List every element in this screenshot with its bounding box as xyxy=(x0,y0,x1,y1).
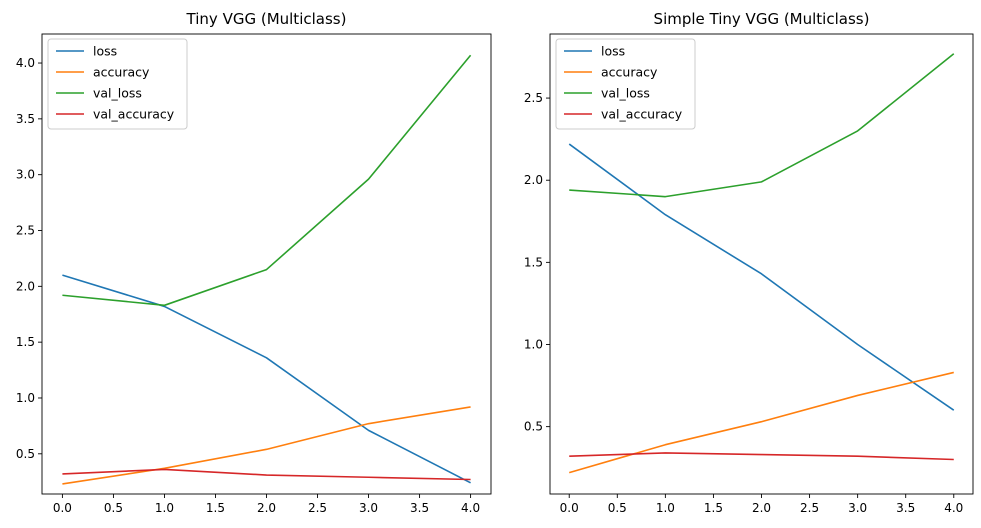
x-tick-label: 0.0 xyxy=(53,501,72,515)
y-tick-label: 2.5 xyxy=(524,91,543,105)
x-tick-label: 1.0 xyxy=(155,501,174,515)
x-tick-label: 2.5 xyxy=(308,501,327,515)
legend-label-val-loss: val_loss xyxy=(601,86,650,101)
x-tick-label: 2.5 xyxy=(800,501,819,515)
y-tick-label: 4.0 xyxy=(16,56,35,70)
y-tick-label: 1.5 xyxy=(524,255,543,269)
series-line-val-loss xyxy=(569,53,955,198)
y-tick-label: 1.5 xyxy=(16,335,35,349)
y-tick-label: 1.0 xyxy=(524,338,543,352)
series-line-accuracy xyxy=(62,406,471,485)
x-tick-label: 0.5 xyxy=(104,501,123,515)
x-tick-label: 0.5 xyxy=(608,501,627,515)
chart-panel-1: Tiny VGG (Multiclass) 0.0 0.5 1.0 1.5 2.0 2.5 3… xyxy=(16,10,492,515)
x-tick-label: 1.0 xyxy=(656,501,675,515)
y-tick-label: 3.5 xyxy=(16,112,35,126)
x-tick-label: 3.0 xyxy=(848,501,867,515)
legend-label-accuracy: accuracy xyxy=(601,65,658,80)
x-tick-label: 3.5 xyxy=(896,501,915,515)
x-tick-label: 2.0 xyxy=(257,501,276,515)
y-tick-label: 0.5 xyxy=(16,447,35,461)
legend-label-val-accuracy: val_accuracy xyxy=(601,107,683,122)
x-tick-label: 3.5 xyxy=(410,501,429,515)
y-tick-label: 3.0 xyxy=(16,168,35,182)
x-tick-label: 0.0 xyxy=(560,501,579,515)
legend: loss accuracy val_loss val_accuracy xyxy=(47,38,188,130)
chart-title: Tiny VGG (Multiclass) xyxy=(186,10,347,28)
chart-panel-2: Simple Tiny VGG (Multiclass) 0.0 0.5 1.0 1.5… xyxy=(524,10,974,515)
series-line-loss xyxy=(62,274,471,484)
legend-label-accuracy: accuracy xyxy=(93,65,150,80)
x-tick-label: 4.0 xyxy=(944,501,963,515)
x-tick-label: 4.0 xyxy=(461,501,480,515)
legend-label-loss: loss xyxy=(601,44,625,59)
legend: loss accuracy val_loss val_accuracy xyxy=(555,38,696,130)
y-tick-label: 1.0 xyxy=(16,391,35,405)
y-tick-label: 2.0 xyxy=(16,279,35,293)
series-line-val-loss xyxy=(62,54,472,307)
legend-box xyxy=(555,38,696,130)
legend-box xyxy=(47,38,188,130)
legend-label-loss: loss xyxy=(93,44,117,59)
y-tick-label: 0.5 xyxy=(524,420,543,434)
x-tick-label: 1.5 xyxy=(704,501,723,515)
series-line-val-accuracy xyxy=(569,452,954,461)
x-tick-label: 2.0 xyxy=(752,501,771,515)
legend-label-val-loss: val_loss xyxy=(93,86,142,101)
legend-label-val-accuracy: val_accuracy xyxy=(93,107,175,122)
x-tick-label: 1.5 xyxy=(206,501,225,515)
x-tick-label: 3.0 xyxy=(359,501,378,515)
y-tick-label: 2.0 xyxy=(524,173,543,187)
series-line-loss xyxy=(568,143,955,411)
chart-title: Simple Tiny VGG (Multiclass) xyxy=(654,10,870,28)
series-line-val-accuracy xyxy=(62,468,471,481)
y-tick-label: 2.5 xyxy=(16,224,35,238)
